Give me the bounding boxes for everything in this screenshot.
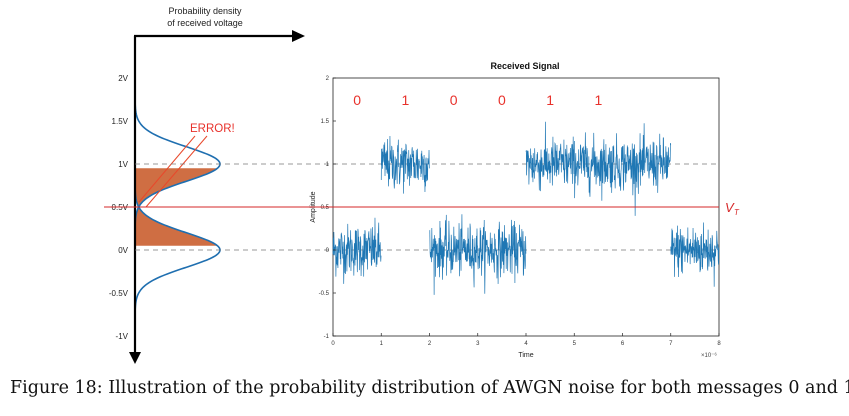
bit-label: 1	[594, 92, 602, 108]
figure-caption: Figure 18: Illustration of the probabili…	[10, 378, 849, 398]
x-tick-label: 7	[669, 341, 673, 347]
error-label: ERROR!	[190, 123, 235, 135]
x-tick-label: 3	[476, 341, 480, 347]
signal-segment	[429, 214, 527, 295]
x-tick-label: 4	[524, 341, 528, 347]
bit-label: 1	[401, 92, 409, 108]
voltage-tick-label: -1V	[116, 332, 129, 341]
voltage-tick-label: 2V	[118, 74, 128, 83]
voltage-tick-label: 0V	[118, 246, 128, 255]
signal-chart: Received Signal 0 1 2 3 4 5 6 7 8 -1 -0.5 0 0.5 1 1.5 2…	[135, 61, 721, 359]
x-tick-label: 2	[428, 341, 432, 347]
x-tick-label: 0	[331, 341, 335, 347]
density-horizontal-axis-arrowhead	[292, 30, 305, 42]
bit-labels: 0 1 0 0 1 1	[353, 92, 602, 108]
chart-title: Received Signal	[490, 61, 559, 71]
error-pointer-line-1	[138, 135, 196, 203]
x-axis-multiplier: ×10⁻⁶	[701, 352, 717, 359]
signal-segment	[525, 121, 672, 216]
density-axis-title-line2: of received voltage	[167, 18, 243, 28]
density-axis-title-line1: Probability density	[168, 6, 242, 16]
signal-segment	[670, 222, 720, 287]
y-tick-label: 0.5	[321, 205, 330, 211]
y-tick-label: -0.5	[319, 291, 330, 297]
voltage-tick-label: 1V	[118, 160, 128, 169]
y-tick-label: 1	[326, 162, 330, 168]
x-tick-label: 5	[573, 341, 577, 347]
bit-label: 0	[353, 92, 361, 108]
signal-segment	[380, 135, 430, 194]
threshold-label: V T	[725, 200, 740, 217]
y-tick-label: -1	[324, 334, 330, 340]
threshold-label-subscript: T	[734, 208, 740, 217]
x-tick-label: 8	[717, 341, 721, 347]
error-pointer-line-2	[145, 135, 208, 208]
voltage-tick-label: 1.5V	[112, 117, 129, 126]
threshold-label-v: V	[725, 200, 735, 215]
bit-label: 1	[546, 92, 554, 108]
y-tick-label: 1.5	[321, 119, 330, 125]
bit-label: 0	[450, 92, 458, 108]
signal-trace	[332, 121, 720, 295]
voltage-tick-label: -0.5V	[109, 289, 129, 298]
y-tick-label: 0	[326, 248, 330, 254]
x-tick-label: 1	[380, 341, 384, 347]
chart-ticks: 0 1 2 3 4 5 6 7 8 -1 -0.5 0 0.5 1 1.5 2	[319, 76, 722, 347]
error-overlap-region	[135, 168, 218, 246]
y-tick-label: 2	[326, 76, 330, 82]
density-panel: Probability density of received voltage …	[109, 6, 305, 364]
signal-segment	[332, 217, 382, 284]
x-tick-label: 6	[621, 341, 625, 347]
density-vertical-axis-arrowhead	[129, 352, 141, 364]
bit-label: 0	[498, 92, 506, 108]
x-axis-label: Time	[518, 352, 533, 359]
